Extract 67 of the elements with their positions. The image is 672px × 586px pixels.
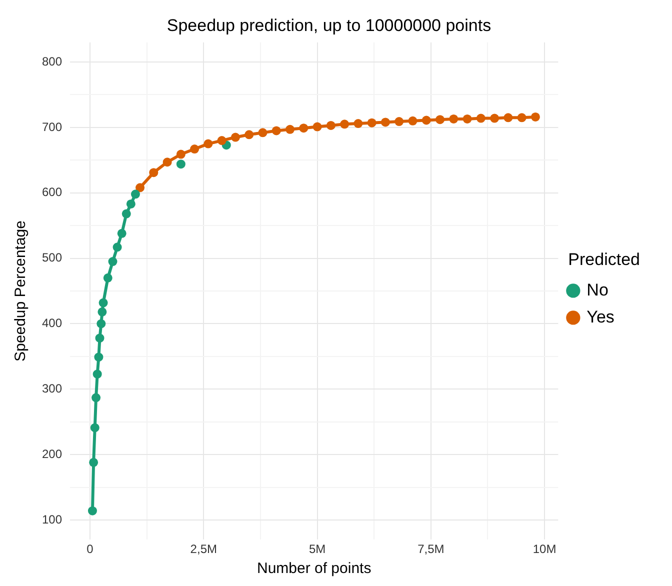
point: [122, 209, 131, 218]
y-axis-title: Speedup Percentage: [12, 220, 30, 362]
point: [230, 132, 240, 142]
point: [126, 199, 136, 208]
point: [136, 183, 145, 192]
x-tick-label: 0: [86, 542, 94, 556]
point: [286, 124, 295, 134]
y-tick-label: 500: [42, 250, 62, 265]
legend-title: Predicted: [568, 250, 640, 269]
point: [299, 124, 308, 133]
point: [176, 160, 186, 169]
x-tick-label: 5M: [308, 542, 326, 556]
point: [90, 423, 100, 432]
y-tick-label: 800: [42, 54, 62, 68]
point: [117, 228, 126, 238]
x-tick-label: 7,5M: [418, 542, 444, 556]
point: [176, 150, 186, 159]
point: [258, 128, 268, 138]
point: [504, 113, 513, 122]
point: [88, 506, 97, 516]
point: [326, 120, 336, 130]
point: [272, 126, 281, 136]
point: [422, 116, 431, 125]
point: [190, 144, 200, 154]
y-tick-label: 200: [42, 446, 62, 461]
point: [354, 119, 363, 128]
point: [162, 158, 172, 167]
point: [204, 139, 213, 148]
point: [92, 393, 101, 402]
point: [130, 190, 140, 199]
point: [312, 122, 322, 132]
point: [394, 117, 404, 126]
point: [96, 319, 106, 328]
point: [89, 458, 98, 467]
point: [94, 352, 104, 362]
point: [517, 113, 526, 122]
y-tick-label: 100: [42, 512, 62, 526]
point: [112, 242, 122, 252]
y-tick-label: 600: [42, 185, 62, 200]
point: [95, 334, 104, 343]
legend-label: Yes: [586, 307, 614, 326]
point: [367, 118, 376, 128]
x-tick-label: 10M: [532, 542, 556, 556]
point: [149, 168, 158, 178]
point: [244, 130, 254, 140]
x-tick-label: 2,5M: [190, 542, 217, 556]
point: [436, 115, 445, 124]
point: [449, 114, 458, 124]
point: [462, 114, 472, 124]
point: [98, 307, 107, 316]
point: [340, 120, 350, 129]
point: [92, 370, 102, 379]
point: [98, 298, 108, 308]
point: [380, 118, 390, 127]
chart-title: Speedup prediction, up to 10000000 points: [166, 16, 492, 35]
point: [108, 257, 118, 266]
point: [103, 273, 112, 282]
point: [217, 136, 226, 146]
y-tick-label: 700: [42, 120, 62, 134]
x-axis-title: Number of points: [256, 560, 372, 578]
y-tick-label: 400: [42, 316, 62, 330]
point: [490, 114, 500, 123]
y-tick-label: 300: [42, 381, 62, 396]
point: [476, 114, 486, 123]
point: [530, 112, 540, 122]
legend-label: No: [586, 280, 608, 300]
point: [408, 116, 418, 126]
